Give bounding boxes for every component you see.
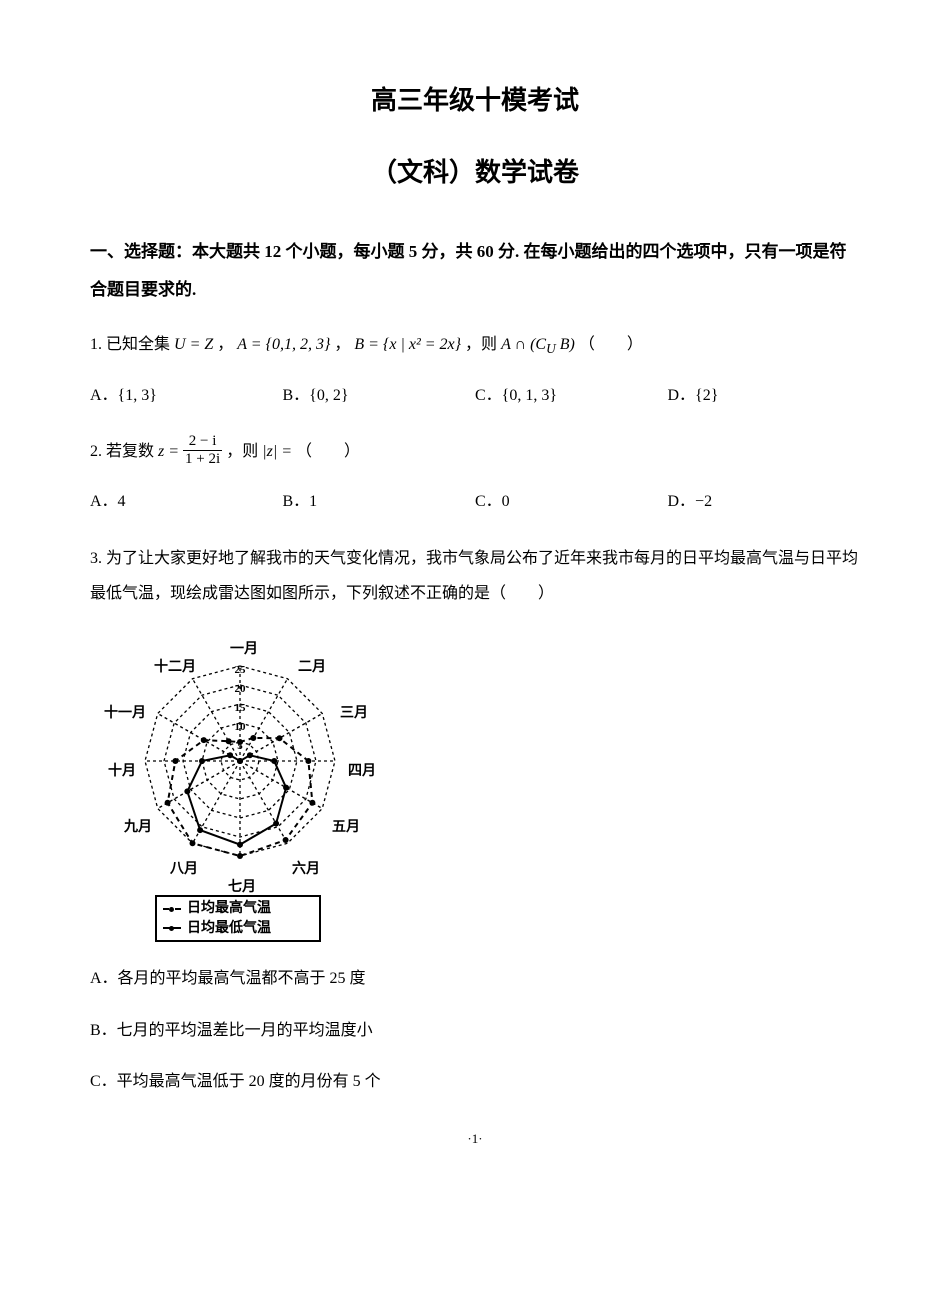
q1-sep1: ， (217, 336, 237, 353)
q2-abs: |z| = (262, 443, 292, 460)
radar-month-label: 十月 (108, 757, 136, 786)
q1-sub: U (546, 341, 556, 356)
radar-month-label: 二月 (298, 653, 326, 682)
q1-paren: （ ） (579, 336, 643, 353)
legend-high: 日均最高气温 (163, 899, 313, 919)
legend-high-icon (163, 908, 181, 910)
q1-opt-c: C．{0, 1, 3} (475, 379, 668, 413)
q2-zeq: z = (158, 443, 183, 460)
q1-expr2: B) (556, 336, 575, 353)
page-number: ·1· (90, 1129, 860, 1150)
q2-frac-den: 1 + 2i (183, 451, 222, 468)
radar-chart: 510152025一月二月三月四月五月六月七月八月九月十月十一月十二月 (100, 631, 380, 891)
q1-expr: A ∩ (C (501, 336, 546, 353)
q2-fraction: 2 − i 1 + 2i (183, 433, 222, 467)
legend-high-label: 日均最高气温 (187, 899, 271, 919)
q1-b: B = {x | x² = 2x} (354, 336, 461, 353)
q2-opt-c: C．0 (475, 485, 668, 519)
q2-stem: 2. 若复数 z = 2 − i 1 + 2i ，则 |z| = （ ） (90, 443, 360, 460)
q1-pre: 1. 已知全集 (90, 336, 174, 353)
q2-opt-a: A．4 (90, 485, 283, 519)
page-title: 高三年级十模考试 (90, 80, 860, 122)
radar-month-label: 五月 (332, 813, 360, 842)
q2-opt-b: B．1 (283, 485, 476, 519)
section-header: 一、选择题：本大题共 12 个小题，每小题 5 分，共 60 分. 在每小题给出… (90, 233, 860, 308)
q1-a: A = {0,1, 2, 3} (237, 336, 330, 353)
q3-opt-b: B．七月的平均温差比一月的平均温度小 (90, 1014, 860, 1048)
q1-u: U = Z (174, 336, 213, 353)
question-1: 1. 已知全集 U = Z ， A = {0,1, 2, 3} ， B = {x… (90, 328, 860, 413)
radar-legend: 日均最高气温 日均最低气温 (155, 895, 321, 942)
q3-opt-c: C．平均最高气温低于 20 度的月份有 5 个 (90, 1065, 860, 1099)
q3-options: A．各月的平均最高气温都不高于 25 度 B．七月的平均温差比一月的平均温度小 … (90, 962, 860, 1099)
q2-mid: ，则 (226, 443, 262, 460)
radar-month-label: 一月 (230, 635, 258, 664)
radar-month-label: 三月 (340, 699, 368, 728)
legend-low-icon (163, 927, 181, 929)
q2-opt-d: D．−2 (668, 485, 861, 519)
question-2: 2. 若复数 z = 2 − i 1 + 2i ，则 |z| = （ ） A．4… (90, 435, 860, 519)
q1-opt-b: B．{0, 2} (283, 379, 476, 413)
radar-month-label: 八月 (170, 855, 198, 884)
radar-month-label: 九月 (124, 813, 152, 842)
q2-frac-num: 2 − i (183, 433, 222, 451)
q3-stem: 3. 为了让大家更好地了解我市的天气变化情况，我市气象局公布了近年来我市每月的日… (90, 541, 860, 611)
q1-stem: 1. 已知全集 U = Z ， A = {0,1, 2, 3} ， B = {x… (90, 336, 643, 353)
q2-pre: 2. 若复数 (90, 443, 158, 460)
radar-month-label: 十一月 (104, 699, 146, 728)
q1-opt-d: D．{2} (668, 379, 861, 413)
question-3: 3. 为了让大家更好地了解我市的天气变化情况，我市气象局公布了近年来我市每月的日… (90, 541, 860, 1099)
legend-low-label: 日均最低气温 (187, 919, 271, 939)
radar-month-label: 四月 (348, 757, 376, 786)
radar-month-label: 六月 (292, 855, 320, 884)
legend-low: 日均最低气温 (163, 919, 313, 939)
q2-paren: （ ） (296, 443, 360, 460)
radar-chart-container: 510152025一月二月三月四月五月六月七月八月九月十月十一月十二月 日均最高… (100, 631, 860, 942)
q1-sep2: ， (334, 336, 354, 353)
q2-options: A．4 B．1 C．0 D．−2 (90, 485, 860, 519)
q3-opt-a: A．各月的平均最高气温都不高于 25 度 (90, 962, 860, 996)
radar-month-label: 十二月 (154, 653, 196, 682)
q1-options: A．{1, 3} B．{0, 2} C．{0, 1, 3} D．{2} (90, 379, 860, 413)
q1-opt-a: A．{1, 3} (90, 379, 283, 413)
q1-sep3: ，则 (465, 336, 501, 353)
page-subtitle: （文科）数学试卷 (90, 152, 860, 194)
